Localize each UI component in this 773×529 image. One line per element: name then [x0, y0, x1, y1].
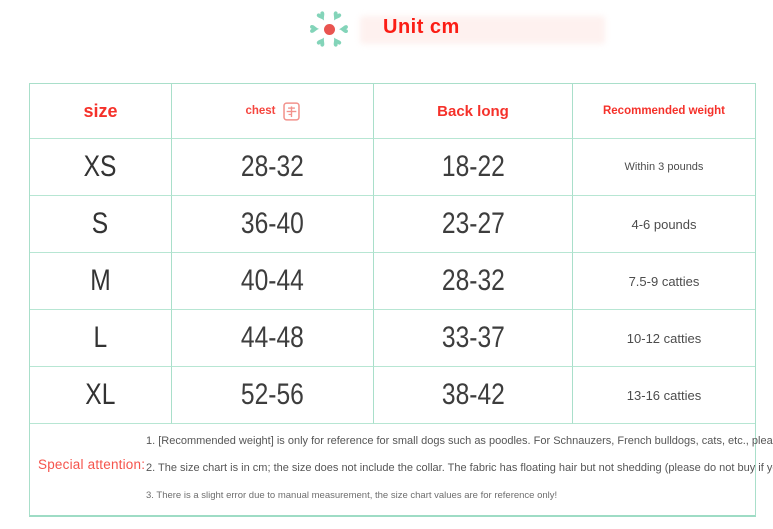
table-row-cell-weight: 4-6 pounds [572, 196, 755, 253]
note-line-2: 2. The size chart is in cm; the size doe… [146, 462, 773, 474]
flower-petal-icon: ♥ [327, 31, 345, 52]
weight-value: 13-16 catties [626, 387, 702, 403]
table-row-cell-size: XS [30, 139, 171, 196]
table-row-cell-chest: 44-48 [171, 310, 373, 367]
column-header-size: size [30, 84, 171, 139]
column-header-back-long-label: Back long [437, 102, 509, 120]
chest-value: 44-48 [241, 321, 304, 354]
table-row-cell-back-long: 23-27 [373, 196, 572, 253]
back-long-value: 18-22 [441, 150, 505, 183]
table-row-cell-weight: 13-16 catties [572, 367, 755, 424]
table-row-cell-chest: 36-40 [171, 196, 373, 253]
weight-value: 7.5-9 catties [628, 273, 700, 289]
column-header-back-long: Back long [373, 84, 572, 139]
back-long-value: 33-37 [441, 321, 505, 354]
flower-petal-icon: ♥ [313, 31, 331, 52]
special-attention-label: Special attention: [38, 457, 146, 472]
table-row-cell-chest: 52-56 [171, 367, 373, 424]
column-header-size-label: size [83, 100, 118, 121]
table-row-cell-size: M [30, 253, 171, 310]
table-row-cell-back-long: 38-42 [373, 367, 572, 424]
flower-icon: ♥ ♥ ♥ ♥ ♥ ♥ [306, 6, 352, 52]
table-row-cell-size: XL [30, 367, 171, 424]
size-value: L [93, 321, 108, 354]
column-header-chest-label: chest [245, 105, 276, 117]
table-row-cell-back-long: 28-32 [373, 253, 572, 310]
weight-value: 4-6 pounds [631, 216, 697, 232]
flower-center-dot-icon [323, 23, 335, 35]
table-row-cell-chest: 40-44 [171, 253, 373, 310]
column-header-recommended-weight-label: Recommended weight [602, 105, 726, 117]
note-line-1: 1. [Recommended weight] is only for refe… [146, 435, 773, 447]
size-table: size chest Back long Recomm [29, 83, 773, 517]
table-row-cell-weight: Within 3 pounds [572, 139, 755, 196]
back-long-value: 28-32 [441, 264, 505, 297]
table-row-cell-chest: 28-32 [171, 139, 373, 196]
size-value: XS [84, 150, 117, 183]
size-value: M [90, 264, 111, 297]
table-row-cell-size: L [30, 310, 171, 367]
unit-label: Unit cm [383, 16, 460, 38]
size-table-grid: size chest Back long Recomm [30, 84, 755, 424]
column-header-recommended-weight: Recommended weight [572, 84, 755, 139]
table-row-cell-back-long: 18-22 [373, 139, 572, 196]
watermark-smudge [360, 16, 605, 44]
table-row-cell-weight: 7.5-9 catties [572, 253, 755, 310]
back-long-value: 38-42 [441, 378, 505, 411]
back-long-value: 23-27 [441, 207, 505, 240]
flower-petal-icon: ♥ [335, 24, 352, 34]
size-value: XL [85, 378, 116, 411]
table-row-cell-back-long: 33-37 [373, 310, 572, 367]
table-row-cell-weight: 10-12 catties [572, 310, 755, 367]
chest-stamp-icon [282, 101, 300, 121]
weight-value: 10-12 catties [626, 330, 702, 346]
chest-value: 36-40 [241, 207, 304, 240]
special-attention-section: Special attention: 1. [Recommended weigh… [30, 424, 773, 515]
note-line-3: 3. There is a slight error due to manual… [146, 490, 558, 501]
chest-value: 28-32 [241, 150, 304, 183]
table-row-cell-size: S [30, 196, 171, 253]
size-value: S [92, 207, 109, 240]
column-header-chest: chest [171, 84, 373, 139]
chest-value: 40-44 [241, 264, 304, 297]
weight-value: Within 3 pounds [624, 161, 704, 173]
chest-value: 52-56 [241, 378, 304, 411]
